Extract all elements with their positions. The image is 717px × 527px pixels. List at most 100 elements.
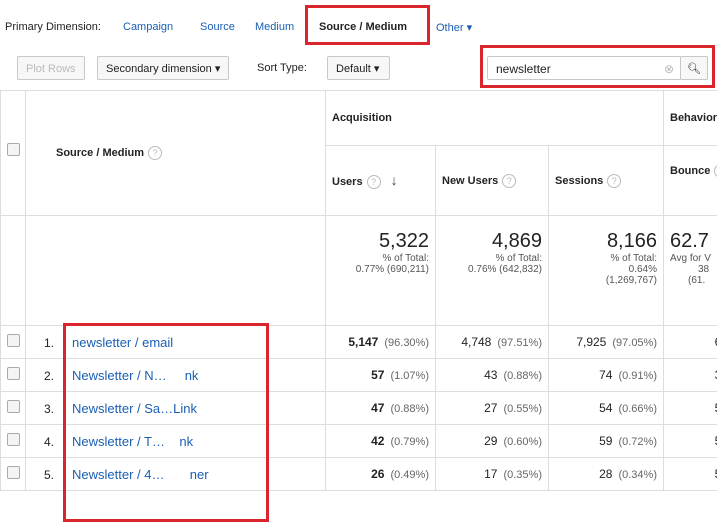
highlight-box bbox=[305, 5, 430, 45]
metric-value: 7,925 bbox=[576, 335, 607, 349]
help-icon: ? bbox=[366, 175, 381, 189]
metric-value: 28 bbox=[599, 467, 613, 481]
metric-percent: (97.51%) bbox=[497, 337, 542, 349]
empty-cell bbox=[0, 215, 26, 326]
select-all-cell bbox=[0, 90, 26, 216]
metric-cell: 26 (0.49%) bbox=[325, 457, 436, 491]
metric-cell: 36 bbox=[663, 358, 717, 392]
metric-cell: 7,925 (97.05%) bbox=[548, 325, 664, 359]
group-header: Acquisition bbox=[325, 90, 664, 146]
row-index: 4. bbox=[44, 434, 55, 449]
row-index: 2. bbox=[44, 368, 55, 383]
checkbox[interactable] bbox=[7, 466, 20, 479]
group-header: Behavior bbox=[663, 90, 717, 146]
row-link[interactable]: Newsletter / N… nk bbox=[72, 367, 199, 383]
dimension-option[interactable]: Medium bbox=[255, 21, 295, 33]
data-row: 2. Newsletter / N… nk 57 (1.07%) 43 (0.88%) 74… bbox=[0, 358, 717, 392]
metric-percent: (0.91%) bbox=[618, 370, 657, 382]
highlight-box bbox=[480, 45, 715, 88]
metric-value: 43 bbox=[484, 368, 498, 382]
column-header[interactable]: Bounce? bbox=[663, 145, 717, 216]
secondary-dimension-dropdown[interactable]: Secondary dimension ▾ bbox=[97, 56, 230, 80]
row-link[interactable]: Newsletter / 4… ner bbox=[72, 466, 209, 482]
dimension-option-text: Other bbox=[436, 22, 464, 34]
select-cell bbox=[0, 358, 26, 392]
metric-percent: (0.72%) bbox=[618, 436, 657, 448]
row-link[interactable]: Newsletter / Sa…Link bbox=[72, 400, 197, 416]
total-cell: 4,869% of Total: 0.76% (642,832) bbox=[435, 215, 549, 326]
metric-value: 53 bbox=[715, 401, 717, 415]
metric-cell: 57 bbox=[663, 457, 717, 491]
dropdown-text: Secondary dimension bbox=[106, 63, 212, 75]
totals-row: 5,322% of Total: 0.77% (690,211) 4,869% of… bbox=[0, 215, 717, 326]
total-cell: 62.7 Avg for V 38 (61. bbox=[663, 215, 717, 326]
metric-cell: 5,147 (96.30%) bbox=[325, 325, 436, 359]
row-link[interactable]: newsletter / email bbox=[72, 334, 174, 350]
metric-value: 4,748 bbox=[461, 335, 492, 349]
metric-value: 57 bbox=[371, 368, 385, 382]
metric-percent: (0.35%) bbox=[503, 469, 542, 481]
metric-cell: 17 (0.35%) bbox=[435, 457, 549, 491]
dimension-option[interactable]: Campaign bbox=[123, 21, 174, 33]
dimension-header-text: Source / Medium bbox=[56, 147, 145, 159]
clear-icon[interactable]: ⊗ bbox=[663, 62, 674, 76]
help-icon: ? bbox=[148, 146, 163, 160]
column-header[interactable]: New Users? bbox=[435, 145, 549, 216]
metric-percent: (96.30%) bbox=[384, 337, 429, 349]
highlight-box bbox=[63, 323, 269, 522]
total-detail: 0.76% (642,832) bbox=[468, 264, 542, 275]
metric-value: 26 bbox=[371, 467, 385, 481]
total-note: % of Total: bbox=[610, 253, 657, 264]
label-cell: 4. Newsletter / T… nk bbox=[25, 424, 326, 458]
total-cell: 8,166% of Total: 0.64% (1,269,767) bbox=[548, 215, 664, 326]
checkbox[interactable] bbox=[7, 433, 20, 446]
row-link[interactable]: Newsletter / T… nk bbox=[72, 433, 194, 449]
checkbox[interactable] bbox=[7, 367, 20, 380]
total-value: 62.7 bbox=[670, 230, 709, 252]
metric-cell: 29 (0.60%) bbox=[435, 424, 549, 458]
total-note: % of Total: bbox=[382, 253, 429, 264]
search-button[interactable]: 🔍︎ bbox=[680, 56, 708, 80]
data-row: 5. Newsletter / 4… ner 26 (0.49%) 17 (0.35%) 2… bbox=[0, 457, 717, 491]
total-note: Avg for V bbox=[670, 253, 711, 264]
column-header-text: Sessions bbox=[555, 174, 604, 187]
dimension-option[interactable]: Other ▾ bbox=[436, 22, 473, 34]
metric-value: 27 bbox=[484, 401, 498, 415]
sort-type-dropdown[interactable]: Default ▾ bbox=[327, 56, 390, 80]
dimension-option-selected[interactable]: Source / Medium bbox=[319, 21, 408, 33]
metric-cell: 54 (0.66%) bbox=[548, 391, 664, 425]
metric-percent: (97.05%) bbox=[612, 337, 657, 349]
total-detail: (1,269,767) bbox=[605, 275, 657, 286]
select-cell bbox=[0, 457, 26, 491]
checkbox[interactable] bbox=[7, 334, 20, 347]
label-cell: 3. Newsletter / Sa…Link bbox=[25, 391, 326, 425]
metric-cell: 53 bbox=[663, 391, 717, 425]
checkbox[interactable] bbox=[7, 400, 20, 413]
report-table: Source / Medium? Acquisition Behavior Users… bbox=[0, 90, 717, 491]
metric-value: 63 bbox=[715, 335, 717, 349]
checkbox[interactable] bbox=[7, 143, 20, 156]
total-note: % of Total: bbox=[495, 253, 542, 264]
column-header-text: Bounce bbox=[670, 165, 711, 177]
dimension-header: Source / Medium? bbox=[25, 90, 326, 216]
metric-cell: 74 (0.91%) bbox=[548, 358, 664, 392]
dimension-option[interactable]: Source bbox=[200, 21, 235, 33]
metric-percent: (0.66%) bbox=[618, 403, 657, 415]
search-input[interactable]: newsletter ⊗ bbox=[487, 56, 681, 80]
total-cell: 5,322% of Total: 0.77% (690,211) bbox=[325, 215, 436, 326]
metric-value: 36 bbox=[715, 368, 717, 382]
select-cell bbox=[0, 325, 26, 359]
total-detail: 38 bbox=[698, 264, 710, 275]
select-cell bbox=[0, 391, 26, 425]
header-row: Source / Medium? Acquisition Behavior bbox=[0, 90, 717, 216]
column-header[interactable]: Users? ↓ bbox=[325, 145, 436, 216]
metric-value: 54 bbox=[599, 401, 613, 415]
plot-rows-button[interactable]: Plot Rows bbox=[17, 56, 85, 80]
primary-dimension-label: Primary Dimension: bbox=[5, 21, 101, 33]
total-value: 4,869 bbox=[491, 230, 542, 252]
help-icon: ? bbox=[502, 173, 517, 188]
metric-value: 17 bbox=[484, 467, 498, 481]
help-icon: ? bbox=[607, 173, 622, 188]
column-header[interactable]: Sessions? bbox=[548, 145, 664, 216]
